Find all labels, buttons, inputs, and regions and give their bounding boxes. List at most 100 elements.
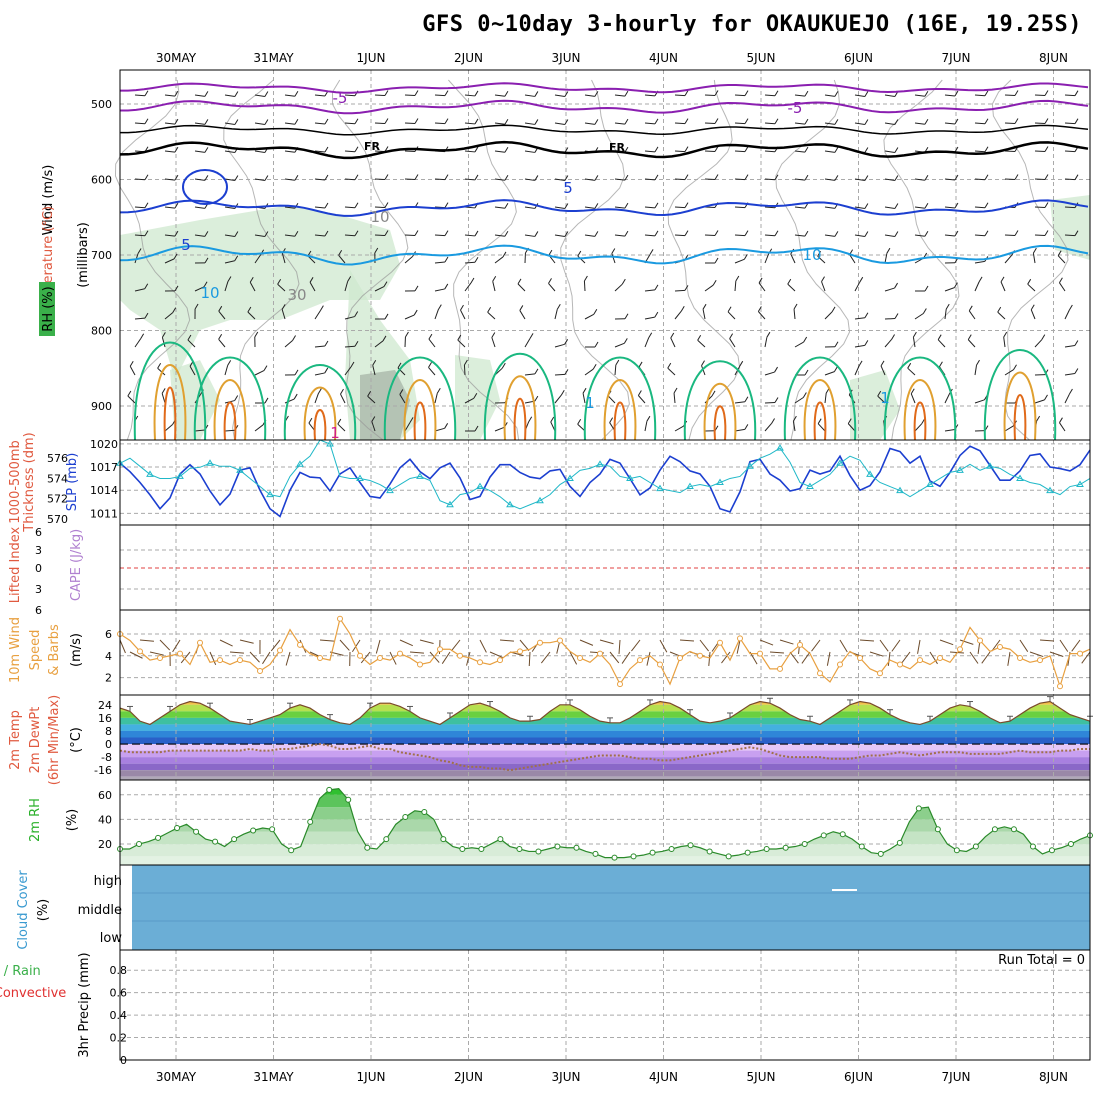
wind-barb-flag [594,203,599,209]
wind-barb-flag [384,118,389,124]
wind-barb-flag [684,285,689,291]
w10-point [917,657,923,664]
w10-barb [528,651,531,667]
wind-barb [644,150,656,153]
temp-band [120,704,1090,712]
wind-barb-flag [954,202,959,209]
wind-barb [164,150,175,153]
wind-barb [614,122,625,125]
wind-barb [517,283,526,292]
w10-barb [699,639,710,652]
wind-barb [189,366,196,376]
rh-contour [667,79,741,441]
wind-barb [374,122,386,125]
cloud-fill [132,865,1090,950]
date-label-bottom: 2JUN [454,1070,483,1084]
wind-barb [974,206,986,209]
wind-barb-flag [654,202,659,209]
wind-barb [884,178,895,181]
wind-barb-flag [684,230,689,236]
wind-barb-flag [1074,90,1079,96]
wind-barb-flag [624,174,629,181]
w10-point [877,670,883,677]
temp-line [119,700,1091,726]
wind-barb-flag [583,275,588,282]
w10-barb [826,651,831,666]
wind-barb-flag [174,146,179,153]
temp-contour-20 [803,379,837,441]
w10-barb [450,639,461,652]
w10-barb [759,639,774,646]
wind-barb-flag [383,281,388,287]
w10-barb [351,639,361,653]
wind-barb [758,282,766,292]
wind-barb [554,373,566,376]
wind-barb [554,122,565,125]
w10-axis-label-3: & Barbs [47,624,62,676]
wind-barb [194,150,205,153]
wind-barb-flag [792,415,797,422]
wind-barb-flag [739,360,744,367]
rh-shade [170,360,220,440]
wind-barb-flag [414,118,419,124]
temp-band [120,730,1090,738]
wind-barb [1034,122,1046,125]
wind-barb [464,261,476,264]
wind-barb [790,253,796,264]
temp-contour-25 [1013,394,1027,441]
wind-barb-flag [967,334,972,340]
thickness-tick: 574 [47,472,68,485]
rh-axis-label: RH (%) [41,286,56,331]
wind-barb [614,342,625,348]
wind-barb-flag [744,174,749,180]
precip-axis-label: 3hr Precip (mm) [77,952,92,1057]
w10-point [677,654,683,661]
wind-barb [194,234,205,237]
wind-barb [374,206,386,209]
rh-band [120,794,1090,808]
wind-barb [1034,178,1046,181]
wind-barb [884,234,895,237]
wind-barb-flag [984,90,989,96]
wind-barb [974,178,986,181]
thickness-point [896,486,904,494]
wind-barb-flag [534,119,539,125]
wind-barb-flag [218,334,223,340]
wind-barb [974,399,985,404]
temp-tick: 16 [98,712,112,725]
w10-barb [285,651,291,666]
w10-barb [801,651,811,664]
wind-barb [974,260,985,264]
wind-barb-flag [281,304,286,310]
rh-line [120,787,1091,859]
wind-barb [884,287,895,292]
wind-barb [464,122,476,125]
wind-barb [583,280,586,292]
w10-barb [609,651,620,664]
rh-point [744,849,751,856]
thickness-point [686,482,694,490]
wind-barb-flag [317,388,322,394]
wind-barb-flag [1074,174,1079,180]
w10-barb [119,639,126,654]
wind-barb [674,122,686,125]
temp-contour-15 [683,360,757,441]
temp-tick: -8 [101,751,112,764]
wind-barb [584,234,595,237]
wind-barb-flag [945,303,950,310]
wind-barb-flag [847,418,852,424]
temp-band [120,701,1090,705]
w10-barb [172,639,181,653]
wind-barb [254,178,265,181]
w10-tick: 4 [105,650,112,663]
wind-barb-flag [324,340,329,347]
wind-barb-flag [582,387,587,394]
wind-barb-flag [774,397,779,403]
wind-barb-flag [519,305,524,311]
wind-barb-flag [204,147,209,153]
contour-label: -5 [788,99,803,117]
date-label-top: 6JUN [844,51,873,65]
wind-barb [554,234,565,237]
w10-barb [1029,651,1044,658]
rh-point [516,845,523,852]
